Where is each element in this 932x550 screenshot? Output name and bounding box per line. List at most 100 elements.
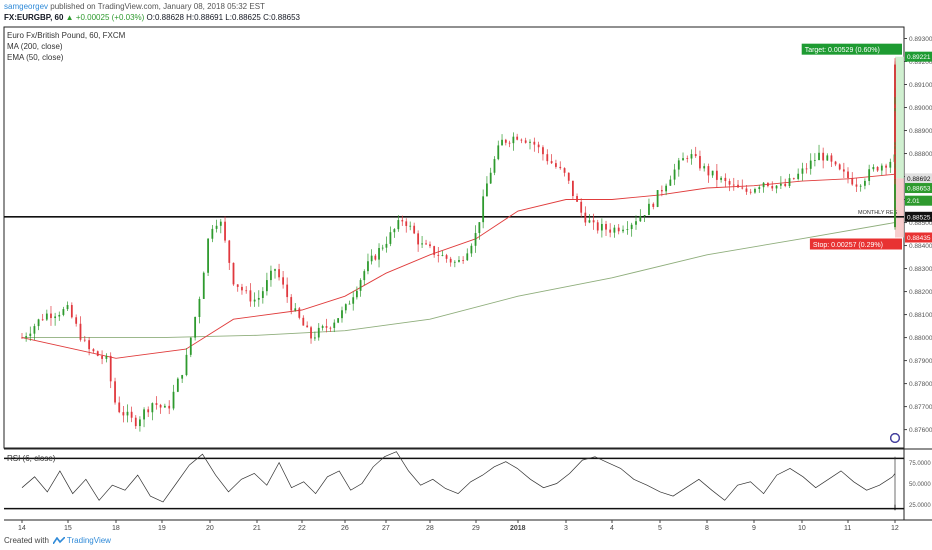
candle: [617, 224, 620, 235]
candle-body: [690, 154, 693, 159]
candle-body: [533, 141, 536, 145]
candle: [609, 223, 612, 238]
economic-event-icon: [890, 433, 900, 443]
candle-body: [130, 411, 133, 418]
candle: [741, 179, 744, 190]
candle: [546, 149, 549, 165]
candle-body: [194, 316, 197, 338]
candle-body: [711, 170, 714, 176]
candle-body: [885, 165, 887, 168]
candle: [596, 219, 599, 234]
candle: [118, 396, 121, 414]
candle-body: [626, 229, 629, 230]
candle-body: [163, 405, 166, 408]
candle-body: [96, 351, 99, 356]
candle-body: [29, 333, 32, 337]
candle: [694, 146, 697, 158]
candle-body: [413, 225, 416, 234]
candle: [673, 163, 676, 186]
candle: [37, 318, 40, 331]
candle-body: [501, 139, 503, 146]
candle: [792, 177, 795, 180]
stop-zone: [895, 178, 904, 238]
candle-body: [134, 417, 137, 427]
candle: [486, 176, 488, 197]
candle: [894, 179, 896, 188]
candle-body: [306, 325, 309, 328]
candle-body: [478, 222, 481, 234]
candle-body: [352, 297, 355, 304]
candle: [622, 225, 624, 234]
x-tick-label: 5: [658, 525, 662, 532]
candle: [880, 163, 883, 176]
candle: [79, 316, 82, 342]
target-zone: [895, 56, 904, 179]
candle-body: [868, 169, 871, 181]
candle: [249, 283, 252, 307]
candle-body: [567, 172, 570, 181]
price-tick-label: 0.88200: [909, 289, 932, 296]
x-tick-label: 12: [891, 525, 899, 532]
candle-body: [363, 271, 366, 281]
candle-body: [441, 255, 444, 256]
candle: [401, 215, 404, 226]
candle-body: [512, 136, 515, 144]
price-tick-label: 0.89000: [909, 105, 932, 112]
candle: [669, 175, 672, 186]
candle: [232, 262, 235, 286]
candle: [66, 301, 69, 311]
candle: [109, 352, 112, 389]
candle: [855, 177, 858, 193]
candle-body: [401, 220, 404, 222]
candle-body: [236, 284, 239, 287]
candle-body: [381, 247, 384, 249]
candle: [762, 181, 765, 193]
footer-brand[interactable]: TradingView: [66, 536, 111, 545]
candle-body: [198, 298, 201, 317]
candle-body: [894, 184, 896, 194]
candle: [851, 172, 854, 186]
author-link[interactable]: samgeorgev: [4, 2, 49, 11]
candle-body: [758, 187, 761, 189]
candle-body: [249, 290, 252, 302]
candle: [482, 189, 485, 229]
candle-body: [596, 222, 599, 231]
candle-body: [555, 163, 557, 167]
candle-body: [474, 233, 477, 246]
candle: [441, 250, 444, 257]
candle: [826, 153, 829, 161]
candle: [219, 218, 222, 234]
candle-body: [155, 403, 158, 405]
candle-body: [449, 258, 452, 263]
ma-legend: MA (200, close): [7, 42, 63, 51]
candle-body: [189, 337, 192, 355]
price-tag-stop: 0.88435: [907, 235, 931, 242]
candle: [378, 243, 380, 268]
candle-body: [656, 190, 659, 207]
candle: [363, 269, 366, 286]
candle-body: [317, 327, 320, 338]
candle-body: [224, 221, 226, 241]
candle-body: [749, 191, 752, 193]
candle: [168, 400, 171, 415]
candle-body: [754, 188, 756, 193]
candle-body: [21, 337, 23, 339]
candle: [605, 220, 607, 236]
candle: [33, 323, 36, 340]
candle-body: [613, 227, 616, 233]
candle-body: [609, 229, 612, 233]
candle-body: [310, 327, 312, 339]
candle-body: [784, 183, 787, 187]
candle: [868, 164, 871, 186]
candle-body: [872, 167, 875, 170]
candle-body: [228, 240, 231, 263]
candle-body: [185, 354, 188, 376]
candle-body: [880, 165, 883, 171]
candle: [211, 225, 214, 243]
candle: [310, 325, 312, 344]
candle: [433, 245, 436, 258]
candle: [715, 164, 718, 188]
candle: [114, 377, 116, 405]
candle: [92, 348, 95, 354]
candle-body: [537, 144, 540, 148]
